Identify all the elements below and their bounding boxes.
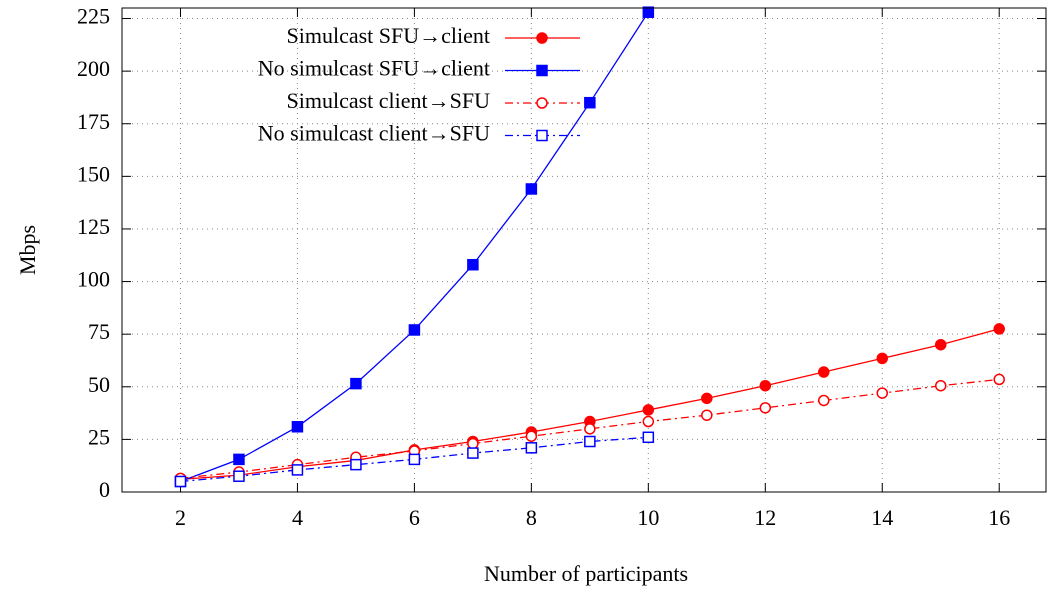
plot-border bbox=[121, 7, 1047, 493]
marker bbox=[408, 324, 421, 336]
series-line bbox=[180, 328, 1000, 481]
marker bbox=[759, 379, 772, 392]
marker bbox=[818, 366, 830, 378]
y-tick-label: 100 bbox=[77, 267, 110, 292]
marker bbox=[642, 404, 655, 416]
marker bbox=[993, 373, 1005, 386]
marker bbox=[701, 409, 713, 421]
marker bbox=[233, 453, 245, 466]
marker bbox=[467, 447, 479, 459]
x-tick-label: 12 bbox=[754, 505, 776, 530]
marker bbox=[408, 453, 421, 466]
y-tick-label: 150 bbox=[77, 161, 110, 186]
y-tick-label: 50 bbox=[88, 372, 110, 397]
marker bbox=[350, 377, 362, 390]
y-tick-label: 0 bbox=[99, 477, 110, 502]
series-line bbox=[180, 378, 1000, 479]
y-tick-label: 75 bbox=[88, 319, 110, 344]
y-tick-label: 200 bbox=[77, 56, 110, 81]
marker bbox=[584, 423, 596, 435]
x-tick-label: 6 bbox=[409, 505, 420, 530]
series-line bbox=[180, 11, 649, 483]
x-tick-label: 8 bbox=[526, 505, 537, 530]
marker bbox=[291, 421, 304, 433]
marker bbox=[876, 387, 889, 399]
marker bbox=[174, 475, 187, 488]
x-tick-label: 10 bbox=[637, 505, 659, 530]
y-axis-label: Mbps bbox=[15, 225, 40, 275]
y-tick-label: 175 bbox=[77, 109, 110, 134]
marker bbox=[467, 258, 479, 271]
marker bbox=[759, 402, 772, 414]
marker bbox=[525, 183, 538, 195]
marker bbox=[642, 431, 655, 444]
x-tick-label: 4 bbox=[292, 505, 303, 530]
x-tick-label: 14 bbox=[871, 505, 893, 530]
legend-marker bbox=[536, 129, 548, 142]
marker bbox=[934, 379, 947, 392]
marker bbox=[642, 415, 655, 428]
marker bbox=[934, 338, 947, 351]
y-tick-label: 125 bbox=[77, 214, 110, 239]
legend-label: Simulcast SFU→client bbox=[287, 23, 491, 48]
marker bbox=[291, 464, 304, 476]
marker bbox=[525, 430, 538, 442]
y-tick-label: 225 bbox=[77, 4, 110, 29]
marker bbox=[233, 470, 245, 482]
legend-marker bbox=[536, 64, 548, 77]
legend-label: Simulcast client→SFU bbox=[287, 88, 491, 113]
marker bbox=[818, 394, 830, 407]
x-tick-label: 2 bbox=[175, 505, 186, 530]
x-tick-label: 16 bbox=[988, 505, 1010, 530]
legend-marker bbox=[536, 32, 548, 44]
legend-label: No simulcast client→SFU bbox=[258, 121, 490, 146]
marker bbox=[876, 352, 889, 365]
marker bbox=[642, 6, 655, 18]
marker bbox=[584, 96, 596, 109]
marker bbox=[993, 323, 1005, 335]
x-axis-label: Number of participants bbox=[484, 561, 688, 586]
marker bbox=[701, 392, 713, 405]
marker bbox=[525, 442, 538, 454]
marker bbox=[350, 458, 362, 471]
legend-marker bbox=[536, 97, 548, 109]
y-tick-label: 25 bbox=[88, 424, 110, 449]
marker bbox=[467, 437, 479, 450]
marker bbox=[584, 435, 596, 448]
legend-label: No simulcast SFU→client bbox=[258, 56, 490, 81]
